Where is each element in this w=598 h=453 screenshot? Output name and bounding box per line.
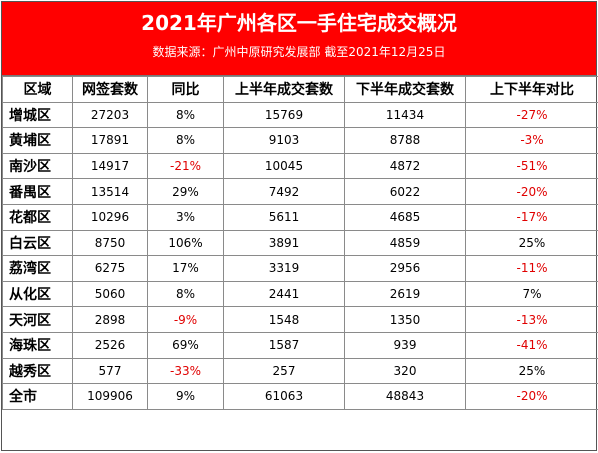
signed-cell: 13514	[73, 179, 148, 205]
h2-cell: 4859	[345, 230, 466, 256]
diff-cell: -3%	[466, 128, 598, 154]
signed-cell: 2526	[73, 332, 148, 358]
region-cell: 海珠区	[3, 332, 73, 358]
h1-cell: 3891	[224, 230, 345, 256]
col-header-yoy: 同比	[148, 77, 224, 103]
yoy-cell: -33%	[148, 358, 224, 384]
h1-cell: 1548	[224, 307, 345, 333]
h2-cell: 11434	[345, 102, 466, 128]
region-cell: 花都区	[3, 204, 73, 230]
col-header-signed: 网签套数	[73, 77, 148, 103]
region-cell: 全市	[3, 384, 73, 410]
diff-cell: 7%	[466, 281, 598, 307]
title-bar: 2021年广州各区一手住宅成交概况 数据来源：广州中原研究发展部 截至2021年…	[2, 2, 596, 76]
yoy-cell: 29%	[148, 179, 224, 205]
diff-cell: -41%	[466, 332, 598, 358]
h1-cell: 7492	[224, 179, 345, 205]
diff-cell: -13%	[466, 307, 598, 333]
region-cell: 荔湾区	[3, 256, 73, 282]
signed-cell: 8750	[73, 230, 148, 256]
region-cell: 从化区	[3, 281, 73, 307]
report-title: 2021年广州各区一手住宅成交概况	[2, 2, 596, 33]
signed-cell: 5060	[73, 281, 148, 307]
table-header-row: 区域 网签套数 同比 上半年成交套数 下半年成交套数 上下半年对比	[3, 77, 598, 103]
h2-cell: 8788	[345, 128, 466, 154]
col-header-h1: 上半年成交套数	[224, 77, 345, 103]
h2-cell: 4685	[345, 204, 466, 230]
diff-cell: -17%	[466, 204, 598, 230]
h1-cell: 257	[224, 358, 345, 384]
yoy-cell: 8%	[148, 128, 224, 154]
region-cell: 番禺区	[3, 179, 73, 205]
h2-cell: 4872	[345, 153, 466, 179]
signed-cell: 14917	[73, 153, 148, 179]
diff-cell: 25%	[466, 230, 598, 256]
yoy-cell: 69%	[148, 332, 224, 358]
region-cell: 越秀区	[3, 358, 73, 384]
yoy-cell: -21%	[148, 153, 224, 179]
yoy-cell: 17%	[148, 256, 224, 282]
diff-cell: -20%	[466, 384, 598, 410]
h2-cell: 939	[345, 332, 466, 358]
diff-cell: -11%	[466, 256, 598, 282]
region-cell: 南沙区	[3, 153, 73, 179]
signed-cell: 577	[73, 358, 148, 384]
signed-cell: 2898	[73, 307, 148, 333]
h1-cell: 61063	[224, 384, 345, 410]
region-cell: 增城区	[3, 102, 73, 128]
region-cell: 白云区	[3, 230, 73, 256]
h2-cell: 320	[345, 358, 466, 384]
yoy-cell: 3%	[148, 204, 224, 230]
h1-cell: 1587	[224, 332, 345, 358]
h2-cell: 48843	[345, 384, 466, 410]
h2-cell: 2956	[345, 256, 466, 282]
diff-cell: -27%	[466, 102, 598, 128]
h1-cell: 2441	[224, 281, 345, 307]
col-header-diff: 上下半年对比	[466, 77, 598, 103]
h1-cell: 3319	[224, 256, 345, 282]
yoy-cell: 106%	[148, 230, 224, 256]
signed-cell: 10296	[73, 204, 148, 230]
yoy-cell: 8%	[148, 281, 224, 307]
signed-cell: 6275	[73, 256, 148, 282]
signed-cell: 27203	[73, 102, 148, 128]
h1-cell: 10045	[224, 153, 345, 179]
h1-cell: 9103	[224, 128, 345, 154]
h2-cell: 2619	[345, 281, 466, 307]
yoy-cell: -9%	[148, 307, 224, 333]
diff-cell: 25%	[466, 358, 598, 384]
signed-cell: 109906	[73, 384, 148, 410]
yoy-cell: 8%	[148, 102, 224, 128]
report-subtitle: 数据来源：广州中原研究发展部 截至2021年12月25日	[2, 45, 596, 59]
h1-cell: 15769	[224, 102, 345, 128]
yoy-cell: 9%	[148, 384, 224, 410]
diff-cell: -20%	[466, 179, 598, 205]
region-cell: 天河区	[3, 307, 73, 333]
diff-cell: -51%	[466, 153, 598, 179]
h1-cell: 5611	[224, 204, 345, 230]
region-cell: 黄埔区	[3, 128, 73, 154]
h2-cell: 6022	[345, 179, 466, 205]
col-header-region: 区域	[3, 77, 73, 103]
col-header-h2: 下半年成交套数	[345, 77, 466, 103]
h2-cell: 1350	[345, 307, 466, 333]
signed-cell: 17891	[73, 128, 148, 154]
